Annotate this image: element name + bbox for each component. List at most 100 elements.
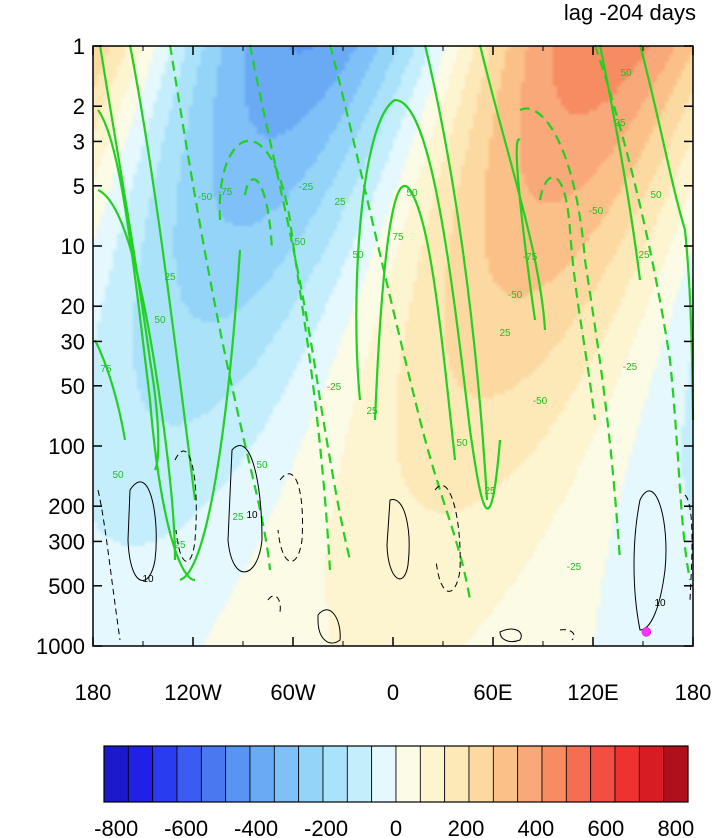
black-contour-negative [174,450,197,562]
x-tick-label: 120E [567,680,618,705]
green-contour-label: 50 [650,190,662,201]
black-contour-label: 10 [654,598,666,609]
y-tick-label: 3 [73,129,85,154]
colorbar-box [103,745,129,803]
y-tick-label: 100 [48,434,85,459]
colorbar-label: -400 [234,816,278,838]
green-contour-label: 25 [638,250,650,261]
green-contour-label: 50 [154,315,166,326]
green-contour-label: -25 [299,182,314,193]
x-tick-label: 120W [164,680,222,705]
black-contour-positive [633,490,667,631]
colorbar-box [468,745,494,803]
colorbar-box [371,745,397,803]
colorbar-frame [103,745,689,803]
black-contour-negative [267,595,281,613]
green-contour-negative [248,44,352,561]
colorbar-box [225,745,251,803]
filled-field [93,46,693,646]
colorbar-box [590,745,616,803]
green-contour-positive [638,44,695,421]
colorbar-label: 0 [390,816,402,838]
colorbar-label: -800 [94,816,138,838]
green-contour-positive [97,109,196,582]
green-contour-positive [94,339,127,441]
colorbar-box [614,745,640,803]
green-contour-label: 25 [334,197,346,208]
y-tick-label: 300 [48,529,85,554]
black-contour-positive [227,445,263,573]
colorbar-box [395,745,421,803]
colorbar-box [322,745,348,803]
y-tick-label: 5 [73,174,85,199]
colorbar-box [541,745,567,803]
y-tick-label: 200 [48,494,85,519]
colorbar-label: 400 [518,816,555,838]
colorbar-box [346,745,373,803]
colorbar-box [298,745,324,803]
x-tick-label: 180 [75,680,112,705]
green-contour-label: 50 [256,460,268,471]
colorbar-box [249,745,275,803]
green-contour-positive [179,249,242,582]
colorbar-box [152,745,178,803]
colorbar-label: 600 [588,816,625,838]
colorbar-label: 200 [448,816,485,838]
colorbar-box [419,745,446,803]
green-contour-negative [168,44,272,571]
colorbar-box [200,745,227,803]
green-contour-label: 50 [456,438,468,449]
green-contour-positive [355,98,502,510]
green-contour-label: 50 [352,250,364,261]
black-contour-negative [684,494,693,601]
colorbar-label: -600 [164,816,208,838]
green-contour-label: 50 [294,237,306,248]
y-tick-label: 1 [73,34,85,59]
green-contour-label: 25 [366,406,378,417]
green-contour-negative [593,44,692,581]
y-tick-label: 50 [61,374,85,399]
black-contour-positive [499,628,522,643]
green-contour-positive [97,188,177,561]
x-tick-label: 60E [473,680,512,705]
green-contour-positive [515,138,537,321]
green-contour-label: -75 [523,252,538,263]
y-tick-label: 2 [73,94,85,119]
colorbar-box [176,745,202,803]
green-contour-positive [98,44,160,471]
y-tick-label: 10 [61,234,85,259]
black-contour-label: 10 [246,510,258,521]
green-contour-label: -50 [533,396,548,407]
green-contour-label: -75 [218,187,233,198]
colorbar-box [273,745,300,803]
colorbar-label: 800 [657,816,694,838]
green-contour-label: -25 [327,382,342,393]
black-contour-negative [277,473,304,562]
black-contour-positive [317,609,341,644]
x-tick-label: 0 [387,680,399,705]
green-contour-negative [243,178,274,251]
green-contour-label: -50 [589,206,604,217]
green-contour-positive [373,184,457,461]
green-contour-positive [598,44,642,281]
x-tick-label: 180 [675,680,712,705]
green-contour-positive [423,44,489,501]
colorbar-box [565,745,592,803]
black-contour-label: 10 [142,574,154,585]
location-marker [641,627,652,637]
black-contour-positive [386,499,410,580]
black-contour-positive [127,481,157,581]
green-contour-label: 25 [484,486,496,497]
green-contour-label: -50 [508,290,523,301]
green-contour-label: 50 [620,68,632,79]
green-contour-negative [538,176,597,421]
green-contour-negative [218,139,332,571]
green-contour-label: -50 [198,192,213,203]
green-contour-label: 25 [174,540,186,551]
chart-title: lag -204 days [563,0,696,25]
colorbar-box [517,745,543,803]
y-tick-label: 1000 [36,634,85,659]
green-contour-label: 25 [499,328,511,339]
green-contour-label: 75 [392,232,404,243]
